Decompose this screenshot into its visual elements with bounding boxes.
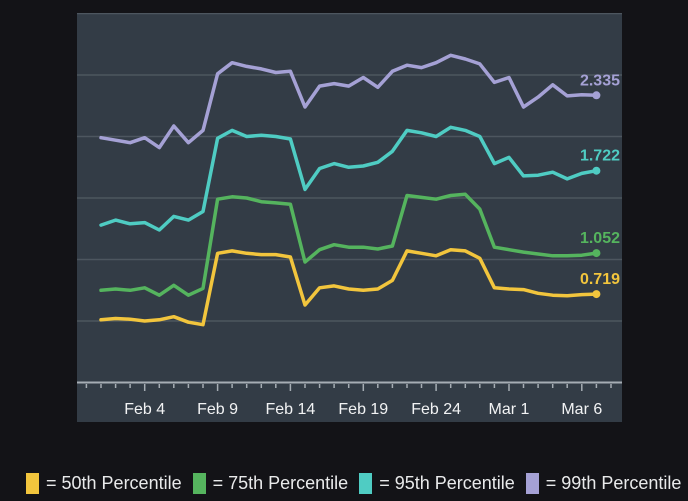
series-end-label-99th-percentile: 2.335 bbox=[580, 72, 620, 89]
percentile-line-chart: Feb 4 Feb 9 Feb 14 Feb 19 Feb 24 Mar 1 Mar 6 2.… bbox=[77, 13, 622, 418]
series-end-label-50th-percentile: 0.719 bbox=[580, 271, 620, 288]
series-line-75th-percentile bbox=[99, 192, 599, 297]
legend-swatch-50th-percentile-icon bbox=[26, 472, 39, 494]
legend-item-95th-percentile: = 95th Percentile bbox=[359, 472, 515, 494]
legend-item-50th-percentile: = 50th Percentile bbox=[26, 472, 182, 494]
series-end-dot-95th-percentile bbox=[592, 166, 601, 175]
x-tick-label: Mar 1 bbox=[489, 401, 530, 418]
x-tick-label: Feb 9 bbox=[197, 401, 238, 418]
series-line-99th-percentile bbox=[99, 53, 599, 150]
x-tick-label: Feb 24 bbox=[411, 401, 461, 418]
series-end-label-95th-percentile: 1.722 bbox=[580, 148, 620, 165]
legend-label-95th-percentile: = 95th Percentile bbox=[379, 472, 515, 493]
series-line-95th-percentile bbox=[99, 125, 599, 232]
chart-panel: Feb 4 Feb 9 Feb 14 Feb 19 Feb 24 Mar 1 Mar 6 2.… bbox=[77, 13, 622, 422]
series-end-dot-50th-percentile bbox=[592, 290, 601, 299]
series-end-dot-99th-percentile bbox=[592, 91, 601, 100]
x-tick-label: Feb 4 bbox=[124, 401, 165, 418]
x-tick-label: Feb 19 bbox=[338, 401, 388, 418]
legend-swatch-99th-percentile-icon bbox=[525, 472, 539, 494]
legend-item-75th-percentile: = 75th Percentile bbox=[192, 472, 349, 494]
series-end-dot-75th-percentile bbox=[592, 249, 601, 258]
legend-swatch-95th-percentile-icon bbox=[359, 472, 373, 494]
legend-label-75th-percentile: = 75th Percentile bbox=[212, 472, 349, 493]
legend-label-50th-percentile: = 50th Percentile bbox=[46, 472, 182, 493]
x-tick-label: Mar 6 bbox=[561, 401, 602, 418]
legend-item-99th-percentile: = 99th Percentile bbox=[525, 472, 682, 494]
legend: = 50th Percentile = 75th Percentile = 95… bbox=[26, 471, 681, 495]
series-line-50th-percentile bbox=[99, 247, 599, 327]
legend-swatch-75th-percentile-icon bbox=[192, 472, 206, 494]
series-end-label-75th-percentile: 1.052 bbox=[580, 230, 620, 247]
x-tick-label: Feb 14 bbox=[265, 401, 315, 418]
legend-label-99th-percentile: = 99th Percentile bbox=[545, 472, 682, 493]
